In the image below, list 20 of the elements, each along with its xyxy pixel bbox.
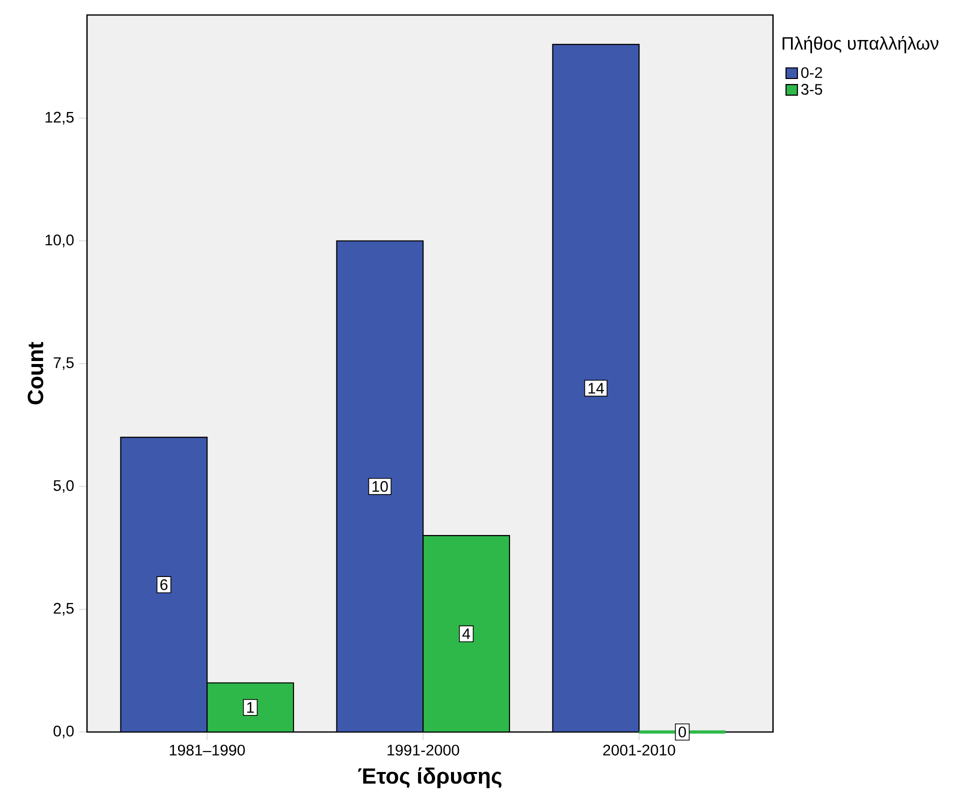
- y-tick-label: 12,5: [46, 112, 74, 124]
- data-label: 14: [588, 382, 604, 394]
- data-label: 6: [160, 579, 168, 590]
- y-tick-label: 10,0: [46, 234, 74, 248]
- data-label: 0: [678, 726, 686, 738]
- x-tick-label: 2001-2010: [603, 744, 676, 756]
- data-label: 10: [372, 481, 388, 492]
- y-tick-label: 7,5: [54, 357, 74, 370]
- x-axis-title: Έτος ίδρυσης: [358, 767, 502, 788]
- legend-title: Πλήθος υπαλλήλων: [782, 36, 938, 54]
- y-axis-title: Count: [28, 342, 44, 404]
- data-label: 4: [462, 628, 470, 640]
- data-label: 1: [247, 702, 254, 713]
- y-tick-label: 2,5: [54, 602, 74, 616]
- legend-label: 3-5: [801, 84, 822, 95]
- y-tick-label: 0,0: [54, 726, 74, 738]
- legend-label: 0-2: [801, 67, 822, 78]
- x-tick-label: 1991-2000: [388, 744, 460, 756]
- y-tick-label: 5,0: [54, 480, 74, 493]
- x-tick-label: 1981–1990: [170, 744, 245, 756]
